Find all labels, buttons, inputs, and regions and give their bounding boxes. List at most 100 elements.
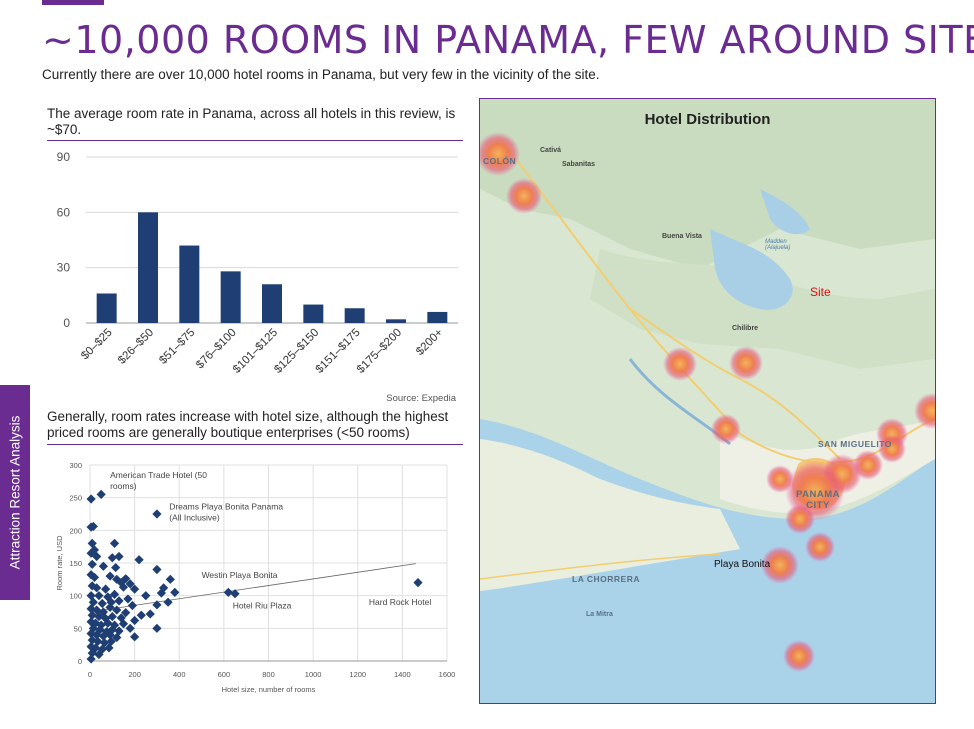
side-tab: Attraction Resort Analysis — [0, 385, 30, 600]
scatter-point — [145, 609, 155, 619]
map-background — [480, 99, 935, 703]
scatter-point — [92, 583, 102, 593]
scatter-point — [107, 611, 117, 622]
scatter-point — [114, 551, 124, 562]
scatter-point — [86, 617, 96, 627]
scatter-point — [94, 591, 104, 601]
scatter-point — [413, 578, 423, 588]
accent-bar — [42, 0, 104, 5]
scatter-point — [98, 561, 108, 571]
scatter-point — [127, 600, 137, 611]
bar — [303, 304, 324, 323]
scatter-point — [98, 631, 108, 641]
point-annotation: Dreams Playa Bonita Panama — [169, 501, 283, 511]
scatter-point — [165, 574, 175, 584]
map-label-la-mitra: La Mitra — [586, 611, 613, 618]
y-tick-label: 30 — [57, 261, 71, 275]
point-annotation: Westin Playa Bonita — [202, 570, 278, 580]
y-tick-label: 50 — [74, 624, 82, 633]
x-tick-label: 1200 — [349, 670, 366, 679]
scatter-point — [130, 615, 140, 626]
bar — [220, 271, 241, 323]
x-tick-label: $26–$50 — [116, 327, 156, 367]
scatter-point — [104, 643, 114, 653]
x-tick-label: 200 — [128, 670, 141, 679]
bar — [262, 284, 282, 323]
bar-panel-heading: The average room rate in Panama, across … — [47, 106, 456, 137]
scatter-point — [86, 654, 96, 664]
scatter-point — [103, 592, 113, 602]
hotel-map[interactable]: Hotel Distribution Site COLÓN Cativá Sab… — [479, 98, 936, 704]
scatter-point — [87, 610, 97, 620]
scatter-panel-rule — [47, 444, 463, 445]
scatter-point — [87, 635, 97, 645]
x-tick-label: 800 — [262, 670, 275, 679]
x-tick-label: $51–$75 — [157, 327, 197, 367]
y-tick-label: 0 — [63, 316, 70, 330]
scatter-point — [121, 608, 131, 618]
x-tick-label: $76–$100 — [194, 327, 239, 372]
y-axis-label: Room rate, USD — [55, 535, 64, 591]
page-title: ~10,000 ROOMS IN PANAMA, FEW AROUND SITE — [42, 18, 974, 62]
scatter-point — [92, 551, 102, 562]
scatter-point — [123, 594, 133, 604]
y-tick-label: 90 — [57, 150, 71, 164]
x-tick-label: 600 — [218, 670, 231, 679]
scatter-point — [111, 562, 121, 573]
scatter-point — [163, 597, 173, 607]
point-annotation: Hotel Riu Plaza — [233, 601, 292, 611]
map-label-sabanitas: Sabanitas — [562, 161, 596, 168]
bar — [344, 308, 365, 323]
scatter-point — [230, 589, 240, 599]
scatter-point — [109, 538, 120, 548]
x-tick-label: 0 — [88, 670, 92, 679]
bar — [138, 212, 158, 323]
scatter-point — [118, 582, 129, 592]
point-annotation: (All Inclusive) — [169, 513, 220, 523]
map-label-chilibre: Chilibre — [732, 325, 759, 332]
bar-panel-rule — [47, 140, 463, 141]
scatter-chart: 0 200 400 600 800 1000 1200 1400 1600 0 50 100 150 20… — [55, 461, 455, 694]
scatter-point — [118, 619, 129, 629]
scatter-point — [125, 623, 135, 633]
map-label-playa-bonita: Playa Bonita — [714, 559, 771, 570]
point-annotation: American Trade Hotel (50 — [110, 470, 207, 480]
x-tick-label: $0–$25 — [79, 327, 115, 363]
map-label-san-miguelito: SAN MIGUELITO — [818, 439, 892, 449]
bar — [386, 319, 406, 323]
y-tick-label: 150 — [69, 559, 82, 568]
scatter-point — [102, 627, 112, 637]
scatter-point — [97, 598, 107, 609]
bar — [179, 245, 200, 323]
x-tick-label: 400 — [173, 670, 186, 679]
scatter-point — [121, 574, 131, 584]
scatter-point — [152, 509, 162, 519]
y-tick-label: 250 — [69, 494, 82, 503]
x-tick-label: $175–$200 — [355, 327, 404, 376]
page-subtitle: Currently there are over 10,000 hotel ro… — [42, 67, 600, 82]
map-label-la-chorrera: LA CHORRERA — [572, 574, 640, 584]
source-label: Source: Expedia — [386, 393, 456, 404]
scatter-panel-heading: Generally, room rates increase with hote… — [47, 409, 449, 440]
x-axis-label: Hotel size, number of rooms — [222, 685, 316, 694]
trendline — [89, 563, 416, 613]
map-label-madden: Madden (Alajuela) — [765, 239, 791, 251]
point-annotation: rooms) — [110, 481, 137, 491]
scatter-point — [88, 521, 98, 532]
x-tick-label: 1400 — [394, 670, 411, 679]
y-tick-label: 60 — [57, 205, 71, 219]
scatter-point — [136, 610, 146, 620]
scatter-point — [87, 559, 97, 569]
scatter-point — [152, 623, 162, 633]
scatter-point — [101, 584, 111, 594]
y-tick-label: 0 — [78, 657, 82, 666]
scatter-point — [86, 494, 96, 504]
scatter-point — [134, 555, 144, 565]
scatter-point — [107, 553, 117, 563]
scatter-point — [109, 620, 120, 630]
site-label: Site — [810, 285, 831, 299]
scatter-point — [156, 588, 166, 598]
scatter-point — [141, 591, 151, 601]
point-annotation: Hard Rock Hotel — [369, 597, 431, 607]
